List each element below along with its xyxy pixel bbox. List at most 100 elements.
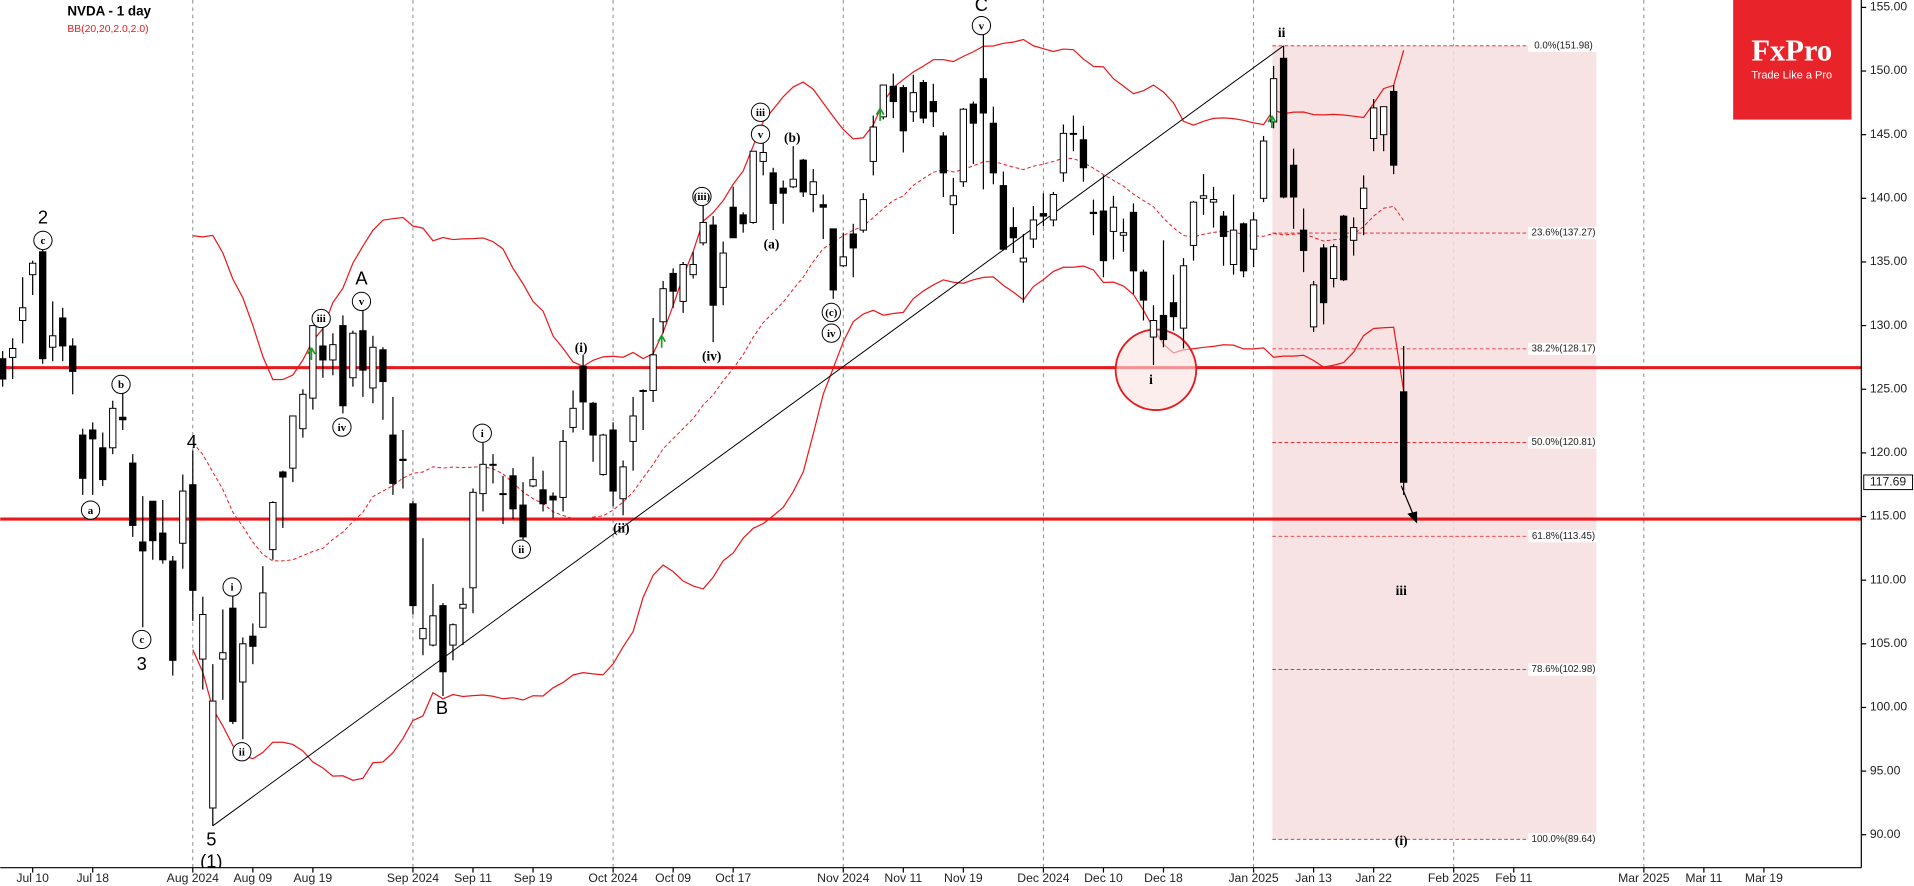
x-tick-label: Aug 19 [294, 871, 333, 885]
wave-circle [821, 302, 841, 323]
candle-body [309, 325, 317, 399]
candle-body [429, 615, 437, 646]
wave-label: iii [756, 107, 765, 119]
x-tick-label: Mar 19 [1745, 871, 1783, 885]
candle-body [159, 532, 167, 561]
wave-label: B [436, 697, 448, 718]
y-tick-label: 110.00 [1870, 572, 1907, 586]
candle-body [1099, 210, 1108, 262]
signal-arrow [657, 335, 667, 348]
wave-label: i [231, 582, 234, 594]
candle-body [1039, 213, 1048, 217]
candle-body [689, 264, 697, 276]
x-tick-label: Sep 11 [454, 871, 492, 885]
fib-label: 38.2%(128.17) [1532, 343, 1596, 354]
candle-body [1159, 314, 1168, 341]
candle-body [1109, 206, 1118, 232]
candle-body [0, 358, 7, 380]
wave-circle [332, 417, 352, 437]
projection-arrow [1400, 485, 1414, 516]
x-tick-label: Aug 09 [234, 871, 273, 885]
fib-label: 100.0%(89.64) [1532, 834, 1596, 845]
x-tick-label: Jan 2025 [1228, 871, 1278, 885]
candle-body [339, 325, 347, 407]
y-tick-label: 95.00 [1870, 763, 1901, 777]
wave-label: c [139, 634, 144, 646]
wave-circle [33, 230, 53, 251]
wave-label: (ii) [613, 521, 629, 536]
candle-body [1089, 211, 1098, 215]
wave-label: a [88, 505, 94, 517]
x-tick-label: Jan 13 [1295, 871, 1332, 885]
candle-body [369, 346, 377, 389]
candle-body [989, 122, 998, 174]
candle-body [1329, 246, 1338, 279]
y-tick-label: 100.00 [1870, 700, 1907, 714]
candle-body [399, 458, 407, 462]
candle-body [529, 479, 537, 487]
candle-body [959, 108, 968, 183]
x-tick-label: Mar 11 [1685, 871, 1722, 885]
candle-body [1169, 302, 1178, 318]
candle-body [899, 87, 907, 132]
candle-body [839, 256, 847, 267]
candle-body [69, 345, 77, 372]
candle-body [949, 195, 958, 206]
candle-body [1209, 199, 1218, 203]
candle-body [59, 317, 67, 347]
candle-body [409, 503, 417, 607]
fib-label-bg [1528, 436, 1599, 449]
candle-body [1199, 195, 1208, 199]
candle-body [1049, 194, 1058, 221]
candle-body [539, 489, 547, 505]
candle-body [1189, 201, 1198, 246]
x-tick-label: Aug 2024 [167, 871, 219, 885]
x-tick-label: Sep 19 [514, 871, 553, 885]
wave-label: v [758, 129, 764, 141]
wave-circle [132, 629, 152, 650]
candle-body [1400, 391, 1408, 483]
candle-body [699, 222, 707, 244]
y-tick-label: 105.00 [1870, 636, 1907, 650]
fib-label-bg [1528, 663, 1599, 676]
candle-body [969, 103, 978, 124]
fib-label: 50.0%(120.81) [1532, 437, 1596, 448]
last-price-box [1863, 474, 1914, 491]
candle-body [1269, 78, 1278, 123]
x-tick-label: Jan 22 [1355, 871, 1392, 885]
bollinger-middle [192, 157, 1405, 562]
candle-body [719, 252, 727, 288]
fib-label-bg [1528, 342, 1599, 355]
wave-label: (iii) [694, 191, 711, 203]
candle-body [189, 484, 197, 591]
candle-body [829, 228, 837, 291]
candle-body [1239, 223, 1248, 272]
candle-body [1139, 271, 1148, 301]
wave-label: 4 [187, 431, 197, 452]
candle-body [649, 354, 657, 391]
candle-body [809, 181, 817, 195]
candle-body [819, 204, 827, 208]
brand-name: FxPro [1751, 34, 1832, 68]
x-tick-label: Feb 2025 [1428, 871, 1480, 885]
candle-body [1129, 211, 1138, 272]
x-tick-label: Dec 10 [1084, 871, 1123, 885]
candle-body [659, 288, 667, 323]
last-price-label: 117.69 [1870, 474, 1907, 488]
wave-label: v [359, 296, 365, 308]
candle-body [619, 466, 627, 500]
wave-label: (i) [1395, 833, 1408, 848]
x-tick-label: Dec 18 [1144, 871, 1183, 885]
candle-body [129, 462, 137, 526]
candle-body [169, 560, 177, 661]
fib-label: 0.0%(151.98) [1534, 40, 1593, 51]
candle-body [449, 624, 457, 646]
candle-body [749, 150, 757, 223]
candle-body [29, 262, 37, 276]
fib-label: 78.6%(102.98) [1532, 664, 1596, 675]
signal-arrow [875, 108, 885, 121]
wave-label: iv [338, 422, 347, 434]
wave-circle [750, 102, 771, 122]
y-tick-label: 135.00 [1870, 254, 1907, 268]
